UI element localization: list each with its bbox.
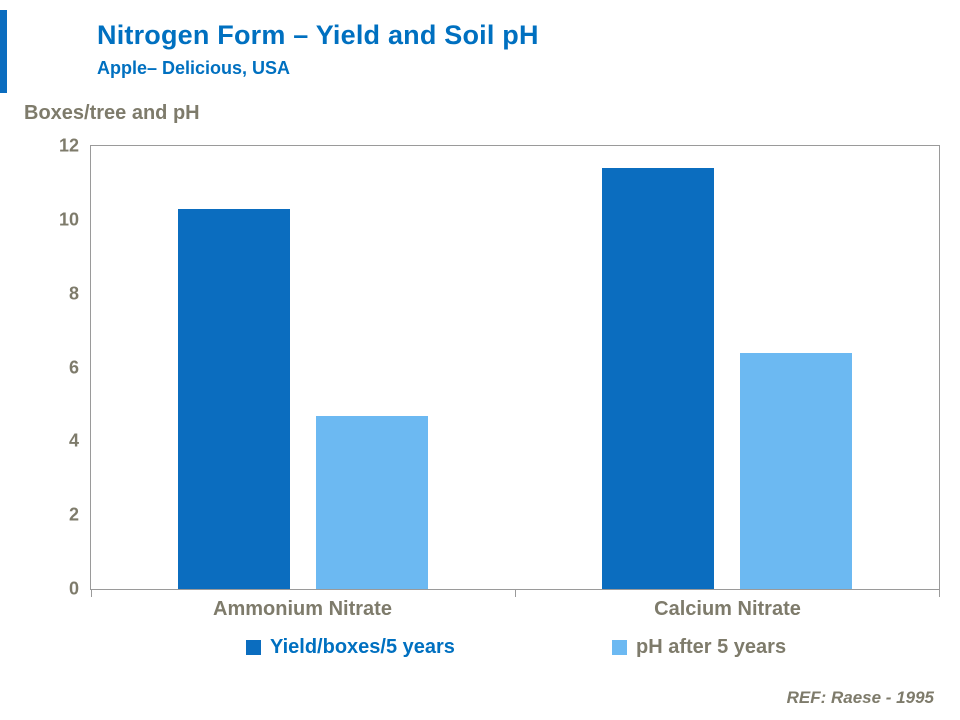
y-tick-label: 6 [68, 357, 79, 377]
y-axis-title: Boxes/tree and pH [24, 102, 200, 124]
x-axis-tick [939, 589, 940, 597]
legend-item-ph: pH after 5 years [612, 636, 786, 659]
bar-yield-ammonium-nitrate [178, 208, 290, 589]
x-axis-tick [515, 589, 516, 597]
slide-accent-bar [0, 10, 7, 93]
y-tick-label: 8 [68, 283, 79, 304]
y-tick-label: 0 [68, 578, 79, 599]
y-tick-label: 10 [58, 209, 79, 230]
legend-item-yield: Yield/boxes/5 years [246, 636, 455, 659]
y-tick-label: 2 [68, 504, 79, 525]
category-group-ammonium-nitrate [91, 146, 515, 589]
y-tick-label: 4 [68, 430, 79, 451]
bar-ph-ammonium-nitrate [316, 415, 428, 589]
legend-swatch-yield [246, 640, 261, 655]
legend-swatch-ph [612, 640, 627, 655]
x-category-label-ammonium-nitrate: Ammonium Nitrate [213, 598, 392, 620]
x-category-label-calcium-nitrate: Calcium Nitrate [654, 598, 801, 620]
chart-subtitle: Apple– Delicious, USA [97, 58, 291, 78]
legend-label-yield: Yield/boxes/5 years [270, 636, 455, 658]
x-axis-tick [91, 589, 92, 597]
bar-ph-calcium-nitrate [740, 352, 852, 589]
y-tick-label: 12 [58, 135, 79, 156]
legend-label-ph: pH after 5 years [636, 636, 787, 658]
plot-area: 12 10 8 6 4 2 0 [59, 136, 940, 599]
legend: Yield/boxes/5 years pH after 5 years [0, 636, 960, 664]
reference-citation: REF: Raese - 1995 [786, 688, 934, 707]
category-group-calcium-nitrate [515, 146, 939, 589]
bar-yield-calcium-nitrate [602, 168, 714, 589]
chart-title: Nitrogen Form – Yield and Soil pH [97, 20, 539, 50]
